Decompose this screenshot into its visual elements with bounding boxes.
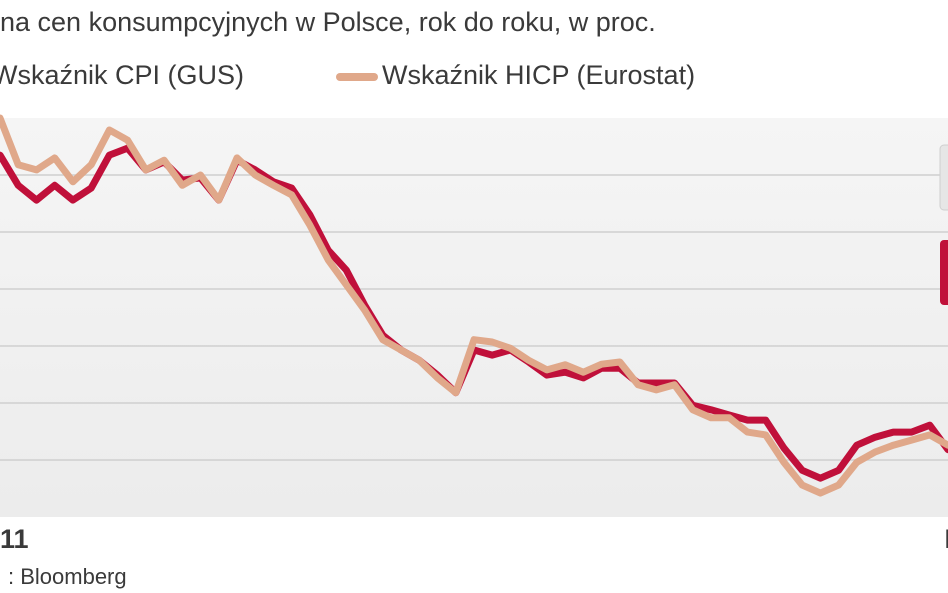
legend-label: Wskaźnik CPI (GUS) (0, 60, 244, 90)
source: : Bloomberg (8, 564, 127, 589)
plot-background (0, 118, 948, 517)
series-line (0, 114, 948, 497)
value-tag (939, 144, 948, 211)
value-tag (940, 240, 948, 305)
chart-title: na cen konsumpcyjnych w Polsce, rok do r… (0, 7, 656, 37)
legend: Wskaźnik CPI (GUS) Wskaźnik HICP (Eurosta… (0, 60, 695, 90)
x-tick-label: 11 (0, 524, 29, 554)
legend-label: Wskaźnik HICP (Eurostat) (382, 60, 695, 90)
x-tick-label: I (944, 524, 948, 554)
lines (0, 114, 948, 497)
